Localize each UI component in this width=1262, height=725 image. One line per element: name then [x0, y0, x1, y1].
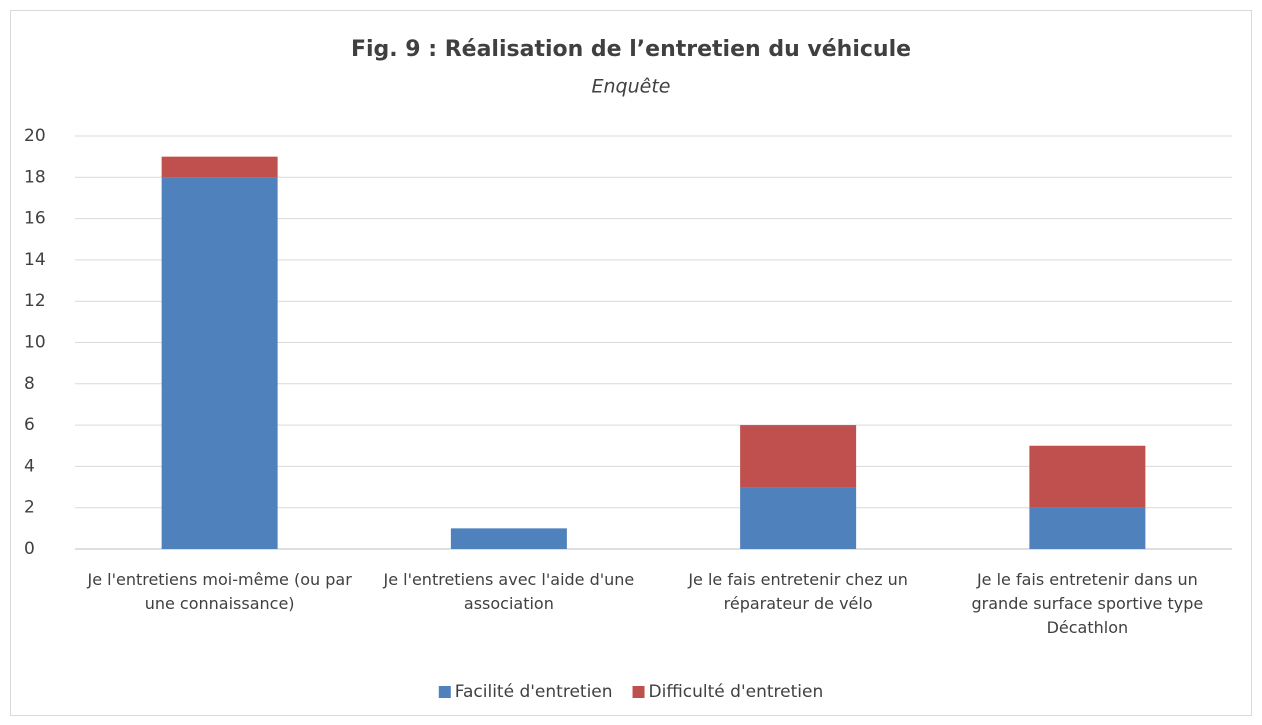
legend-swatch — [632, 686, 645, 698]
y-tick-label: 0 — [24, 539, 35, 559]
bar-segment — [1029, 445, 1146, 508]
y-tick-label: 12 — [24, 291, 46, 311]
chart-title: Fig. 9 : Réalisation de l’entretien du v… — [351, 37, 911, 62]
y-tick-label: 6 — [24, 415, 35, 435]
x-tick-label: Je le fais entretenir chez un réparateur … — [687, 570, 908, 613]
bar-segment — [1029, 507, 1146, 549]
chart-subtitle: Enquête — [592, 76, 671, 98]
y-tick-label: 2 — [24, 498, 35, 518]
bar-segment — [740, 487, 857, 549]
y-tick-label: 8 — [24, 374, 35, 394]
y-tick-label: 10 — [24, 333, 46, 353]
y-tick-label: 14 — [24, 250, 46, 270]
y-tick-label: 16 — [24, 209, 46, 229]
x-tick-label: Je le fais entretenir dans un grande surf… — [972, 570, 1204, 637]
bar-segment — [450, 528, 567, 549]
x-tick-label: Je l'entretiens moi-même (ou par une conn… — [86, 570, 352, 613]
bar-segment — [161, 177, 278, 550]
y-tick-label: 20 — [24, 126, 46, 146]
y-tick-label: 18 — [24, 167, 46, 187]
y-tick-label: 4 — [24, 456, 35, 476]
x-tick-label: Je l'entretiens avec l'aide d'une associa… — [382, 570, 634, 613]
legend-swatch — [438, 686, 451, 698]
legend-label: Facilité d'entretien — [455, 682, 613, 702]
legend-label: Difficulté d'entretien — [649, 682, 824, 702]
bar-segment — [161, 156, 278, 178]
bar-segment — [740, 425, 857, 488]
